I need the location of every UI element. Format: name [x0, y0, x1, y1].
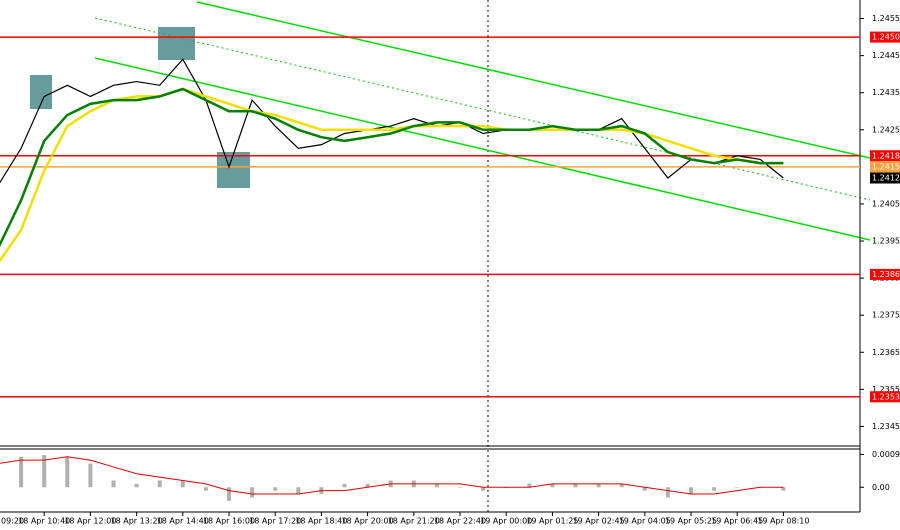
x-tick-label: 19 Apr 00:00 [480, 517, 532, 526]
y-tick-label: 1.2395 [872, 237, 900, 246]
macd-bar [665, 487, 670, 498]
y-tick-label: 0.00097 [872, 450, 900, 459]
macd-bar [481, 487, 486, 491]
y-tick-label: 1.2355 [872, 385, 900, 394]
x-tick-label: 18 Apr 16:00 [203, 517, 255, 526]
level-label: 1.2353 [872, 392, 900, 401]
macd-bar [296, 487, 301, 495]
channel-upper [196, 1, 871, 159]
level-label-bg [870, 31, 900, 43]
macd-bar [180, 480, 185, 488]
y-tick-label: 1.2445 [872, 51, 900, 60]
x-tick-label: 19 Apr 05:25 [665, 517, 717, 526]
macd-bar [619, 483, 624, 488]
level-label: 1.2415 [872, 162, 900, 171]
level-label-bg [870, 150, 900, 162]
x-tick-label: 19 Apr 08:10 [757, 517, 809, 526]
x-tick-label: 18 Apr 17:20 [249, 517, 301, 526]
macd-bar [227, 487, 231, 501]
macd-bar [342, 483, 347, 488]
y-tick-label: 1.2435 [872, 88, 900, 97]
macd-bar [365, 483, 370, 488]
macd-bar [458, 487, 462, 488]
x-tick-label: 18 Apr 22:40 [434, 517, 486, 526]
x-tick-label: 18 Apr 10:40 [18, 517, 70, 526]
highlight-box [30, 75, 52, 109]
macd-bar [527, 483, 532, 488]
y-tick-label: 1.2345 [872, 422, 900, 431]
x-tick-label: 19 Apr 04:05 [619, 517, 671, 526]
level-label-bg [870, 391, 900, 403]
x-tick-label: 18 Apr 20:00 [342, 517, 394, 526]
y-tick-label: 1.2375 [872, 311, 900, 320]
macd-bar [134, 483, 139, 488]
macd-bar [111, 480, 116, 488]
y-tick-label: 1.2365 [872, 348, 900, 357]
macd-bar [203, 487, 208, 491]
x-tick-label: 19 Apr 06:45 [711, 517, 763, 526]
macd-bar [550, 483, 555, 488]
macd-bar [273, 487, 278, 491]
x-tick-label: 18 Apr 13:20 [111, 517, 163, 526]
level-label-bg [870, 268, 900, 280]
current-price-label: 1.2412 [872, 174, 900, 183]
current-price-bg [870, 172, 900, 184]
y-tick-label: 1.2425 [872, 125, 900, 134]
price-line [0, 87, 784, 263]
level-label-bg [870, 161, 900, 173]
price-line [0, 58, 784, 184]
level-label: 1.2418 [872, 151, 900, 160]
macd-bar [65, 456, 70, 488]
price-line [0, 87, 784, 248]
y-tick-label: 0.00 [872, 483, 890, 492]
y-tick-label: 1.2455 [872, 14, 900, 23]
macd-bar [781, 487, 786, 491]
macd-signal [0, 456, 784, 495]
macd-bar [689, 487, 693, 495]
y-tick-label: 1.2405 [872, 199, 900, 208]
highlight-box [158, 27, 195, 60]
macd-bar [157, 480, 162, 488]
macd-bar [19, 456, 24, 488]
x-tick-label: 18 Apr 18:40 [295, 517, 347, 526]
x-tick-label: 18 Apr 21:20 [388, 517, 440, 526]
macd-bar [434, 483, 439, 488]
macd-bar [642, 487, 647, 491]
macd-bar [735, 487, 740, 488]
x-tick-label: 18 Apr 09:20 [0, 517, 24, 526]
macd-bar [88, 463, 93, 488]
macd-bar [573, 483, 578, 488]
x-tick-label: 18 Apr 12:00 [64, 517, 116, 526]
x-tick-label: 18 Apr 14:40 [157, 517, 209, 526]
channel-lower [94, 57, 871, 241]
macd-bar [596, 483, 601, 488]
macd-bar [42, 455, 47, 488]
x-tick-label: 19 Apr 02:45 [573, 517, 625, 526]
x-tick-label: 19 Apr 01:25 [526, 517, 578, 526]
level-label: 1.2450 [872, 33, 900, 42]
highlight-box [217, 152, 250, 188]
macd-bar [712, 487, 717, 491]
level-label: 1.2386 [872, 270, 900, 279]
macd-bar [250, 487, 255, 498]
